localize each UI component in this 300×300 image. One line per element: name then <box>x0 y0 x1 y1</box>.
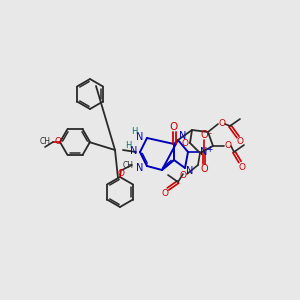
Text: N: N <box>136 163 144 173</box>
Text: O: O <box>200 164 208 174</box>
Text: H: H <box>131 128 137 136</box>
Text: O: O <box>118 169 124 178</box>
Text: +: + <box>206 145 212 154</box>
Text: O: O <box>200 130 208 140</box>
Text: N: N <box>200 147 208 157</box>
Text: CH: CH <box>40 137 50 146</box>
Text: O: O <box>161 190 169 199</box>
Text: N: N <box>130 146 138 156</box>
Text: O: O <box>179 170 187 179</box>
Text: O: O <box>224 140 232 149</box>
Text: O: O <box>170 122 178 132</box>
Text: O: O <box>238 163 245 172</box>
Text: CH: CH <box>122 161 134 170</box>
Text: O: O <box>236 137 244 146</box>
Text: N: N <box>186 166 194 176</box>
Text: O: O <box>218 118 226 127</box>
Text: N: N <box>179 131 187 141</box>
Text: H: H <box>125 142 131 151</box>
Text: N: N <box>136 132 144 142</box>
Text: -: - <box>208 130 211 139</box>
Text: O: O <box>55 137 62 146</box>
Text: O: O <box>182 140 188 148</box>
